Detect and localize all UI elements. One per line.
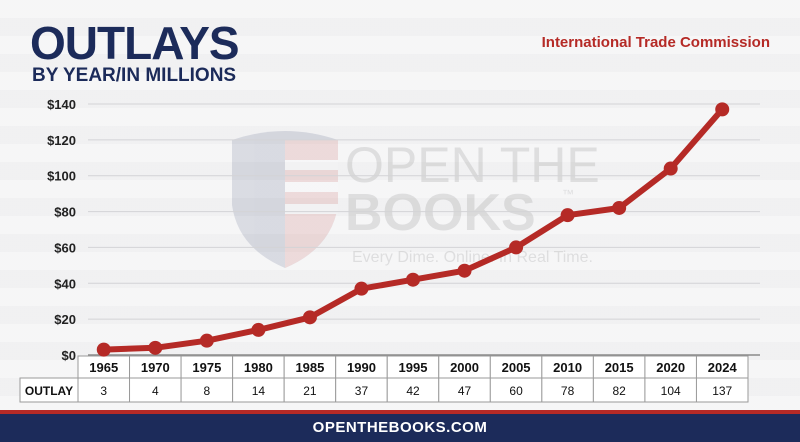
grid [88, 103, 760, 356]
y-tick-label: $20 [54, 312, 76, 327]
table-value-cell [644, 377, 697, 403]
table-value-cell [386, 377, 440, 403]
table-value: 82 [612, 384, 626, 398]
x-tick-label: 2005 [502, 360, 531, 375]
y-tick-label: $80 [54, 205, 76, 220]
y-tick-label: $60 [54, 240, 76, 255]
agency-name: International Trade Commission [541, 34, 770, 51]
footer-accent-bar [0, 410, 800, 414]
data-point [148, 340, 163, 355]
background [0, 0, 800, 410]
data-table: OUTLAY 1965 3 1970 4 1975 8 1980 14 1985 21 1990 37 1… [19, 355, 749, 403]
x-tick-label: 1975 [192, 360, 221, 375]
y-axis: $0 $20 $40 $60 $80 $100 $120 $140 [47, 97, 76, 363]
plot-area [96, 102, 730, 357]
table-value-cell [695, 377, 749, 403]
table-value: 37 [355, 384, 369, 398]
table-value: 78 [561, 384, 575, 398]
x-tick-label: 2010 [553, 360, 582, 375]
data-point [199, 333, 214, 348]
table-value: 14 [252, 384, 266, 398]
x-tick-label: 1970 [141, 360, 170, 375]
watermark-line2: BOOKS [345, 184, 536, 242]
line-chart: OPEN THE BOOKS ™ Every Dime. Online. In … [19, 97, 760, 403]
watermark: OPEN THE BOOKS ™ Every Dime. Online. In … [232, 131, 600, 268]
x-tick-label: 1995 [399, 360, 428, 375]
watermark-tagline: Every Dime. Online. In Real Time. [352, 249, 593, 266]
table-value: 21 [303, 384, 317, 398]
table-value-cell [232, 377, 285, 403]
x-tick-label: 1980 [244, 360, 273, 375]
footer-url[interactable]: OPENTHEBOOKS.COM [0, 414, 800, 442]
data-point [251, 322, 266, 337]
table-row-label-cell [19, 377, 79, 403]
chart-subtitle: BY YEAR/IN MILLIONS [32, 65, 237, 86]
table-row-label: OUTLAY [25, 384, 73, 398]
data-point [560, 208, 575, 223]
x-tick-label: 2020 [656, 360, 685, 375]
x-tick-label: 2000 [450, 360, 479, 375]
chart-title: OUTLAYS [30, 17, 240, 69]
x-tick-label: 1985 [295, 360, 324, 375]
data-point [457, 263, 472, 278]
table-value-cell [592, 377, 646, 403]
watermark-tm: ™ [562, 187, 574, 201]
data-point [715, 102, 730, 117]
table-value-cell [180, 377, 234, 403]
table-value-cell [438, 377, 491, 403]
watermark-line1: OPEN THE [345, 137, 600, 193]
x-tick-label: 2015 [605, 360, 634, 375]
y-tick-label: $0 [62, 348, 76, 363]
table-value: 8 [204, 384, 211, 398]
table-value: 47 [458, 384, 472, 398]
table-value: 104 [661, 384, 681, 398]
data-point [354, 281, 369, 296]
table-value: 4 [152, 384, 159, 398]
data-point [509, 240, 524, 255]
y-tick-label: $140 [47, 97, 76, 112]
data-point [302, 310, 317, 325]
data-point [96, 342, 111, 357]
table-value-cell [489, 377, 543, 403]
table-value: 3 [100, 384, 107, 398]
table-value: 137 [712, 384, 732, 398]
y-tick-label: $40 [54, 276, 76, 291]
table-value-cell [335, 377, 388, 403]
table-value: 42 [406, 384, 420, 398]
table-value-cell [283, 377, 337, 403]
x-tick-label: 1965 [89, 360, 118, 375]
flag-shield-icon [232, 131, 338, 268]
data-point [406, 272, 420, 287]
table-value: 60 [509, 384, 523, 398]
x-tick-label: 2024 [708, 360, 738, 375]
y-tick-label: $100 [47, 169, 76, 184]
table-value-cell [129, 377, 182, 403]
y-tick-label: $120 [47, 133, 76, 148]
table-value-cell [541, 377, 594, 403]
data-point [612, 200, 627, 215]
x-tick-label: 1990 [347, 360, 376, 375]
data-point [663, 161, 678, 176]
